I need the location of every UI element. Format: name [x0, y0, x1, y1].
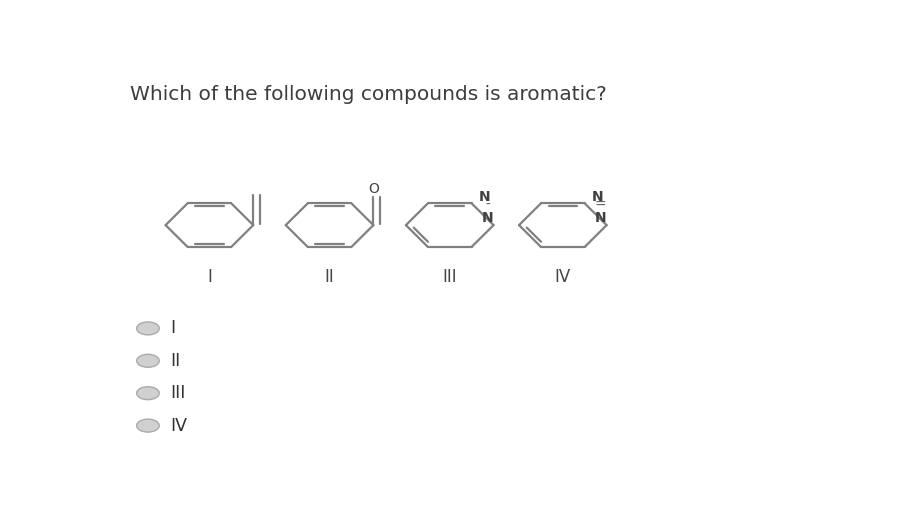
- Text: II: II: [170, 352, 180, 370]
- Text: III: III: [442, 268, 456, 287]
- Text: III: III: [170, 384, 186, 402]
- Text: N: N: [478, 190, 489, 204]
- Text: Which of the following compounds is aromatic?: Which of the following compounds is arom…: [129, 85, 606, 104]
- Text: O: O: [367, 181, 378, 196]
- Circle shape: [137, 419, 159, 432]
- Circle shape: [137, 322, 159, 335]
- Text: IV: IV: [554, 268, 570, 287]
- Text: I: I: [207, 268, 211, 287]
- Circle shape: [137, 355, 159, 367]
- Text: N: N: [595, 211, 606, 225]
- Text: II: II: [324, 268, 334, 287]
- Text: -: -: [485, 198, 489, 213]
- Circle shape: [137, 387, 159, 400]
- Text: IV: IV: [170, 417, 188, 434]
- Text: N: N: [591, 190, 602, 204]
- Text: I: I: [170, 319, 176, 337]
- Text: =: =: [594, 198, 606, 213]
- Text: N: N: [482, 211, 493, 225]
